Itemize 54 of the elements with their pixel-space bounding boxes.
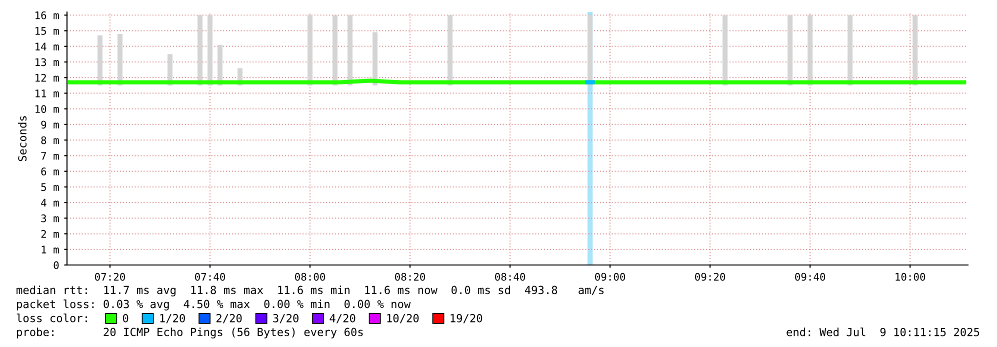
bar <box>848 15 853 86</box>
y-tick-label: 0 <box>54 261 59 270</box>
x-tick-label: 07:40 <box>195 272 226 281</box>
x-tick-label: 08:00 <box>295 272 326 281</box>
bar <box>118 34 123 86</box>
y-tick-label: 1 m <box>42 246 59 254</box>
y-tick-label: 7 m <box>41 152 59 160</box>
legend-label: 4/20 <box>330 314 356 324</box>
y-tick-label: 14 m <box>36 42 59 50</box>
x-tick-label: 07:20 <box>94 272 125 281</box>
x-tick-label: 09:00 <box>595 272 626 281</box>
legend-label: 3/20 <box>273 314 298 324</box>
y-tick-label: 11 m <box>36 90 59 98</box>
bar <box>348 15 353 86</box>
text: loss color: <box>16 314 87 322</box>
y-tick-label: 10 m <box>36 105 59 113</box>
y-tick-label: 15 m <box>36 27 59 35</box>
bar <box>808 15 813 86</box>
text: median rtt: 11.7 ms avg 11.8 ms max 11.6 ms min 11.6 ms now 0.0 ms sd 493.8 am/s <box>16 286 604 296</box>
x-tick-label: 09:40 <box>795 272 826 281</box>
y-tick-label: 6 m <box>41 168 59 176</box>
y-tick-label: 12 m <box>36 74 59 82</box>
y-tick-label: 3 m <box>41 214 59 222</box>
bar <box>332 15 338 86</box>
y-tick-label: 9 m <box>41 120 59 129</box>
y-tick-label: 2 m <box>41 230 59 238</box>
bar <box>98 35 103 86</box>
text: probe: 20 ICMP Echo Pings (56 Bytes) every 60s <box>17 328 363 338</box>
x-tick-label: 09:20 <box>695 272 726 281</box>
text: end: Wed Jul 9 10:11:15 2025 <box>786 328 980 336</box>
y-tick-label: 13 m <box>36 58 59 66</box>
legend-label: 2/20 <box>216 314 242 324</box>
y-tick-label: 4 m <box>41 198 59 207</box>
text: packet loss: 0.03 % avg 4.50 % max 0.00 % min 0.00 % now <box>17 300 411 310</box>
bar <box>208 15 213 86</box>
y-tick-label: 8 m <box>41 136 59 144</box>
legend-label: 10/20 <box>387 314 419 324</box>
y-axis-title: Seconds <box>18 116 27 162</box>
legend-label: 1/20 <box>160 314 185 324</box>
y-tick-label: 5 m <box>41 183 59 192</box>
x-tick-label: 08:20 <box>395 272 426 281</box>
bar <box>308 15 313 86</box>
x-tick-label: 10:00 <box>896 272 926 281</box>
bar <box>788 15 793 86</box>
bar <box>372 32 378 86</box>
bar <box>588 15 593 86</box>
legend-label: 19/20 <box>450 314 482 324</box>
x-tick-label: 08:40 <box>495 272 526 281</box>
bar <box>722 15 728 86</box>
y-tick-label: 16 m <box>36 11 59 20</box>
bar <box>912 15 918 86</box>
bar <box>448 15 453 86</box>
bar <box>198 15 203 86</box>
legend-label: 0 <box>122 314 128 322</box>
